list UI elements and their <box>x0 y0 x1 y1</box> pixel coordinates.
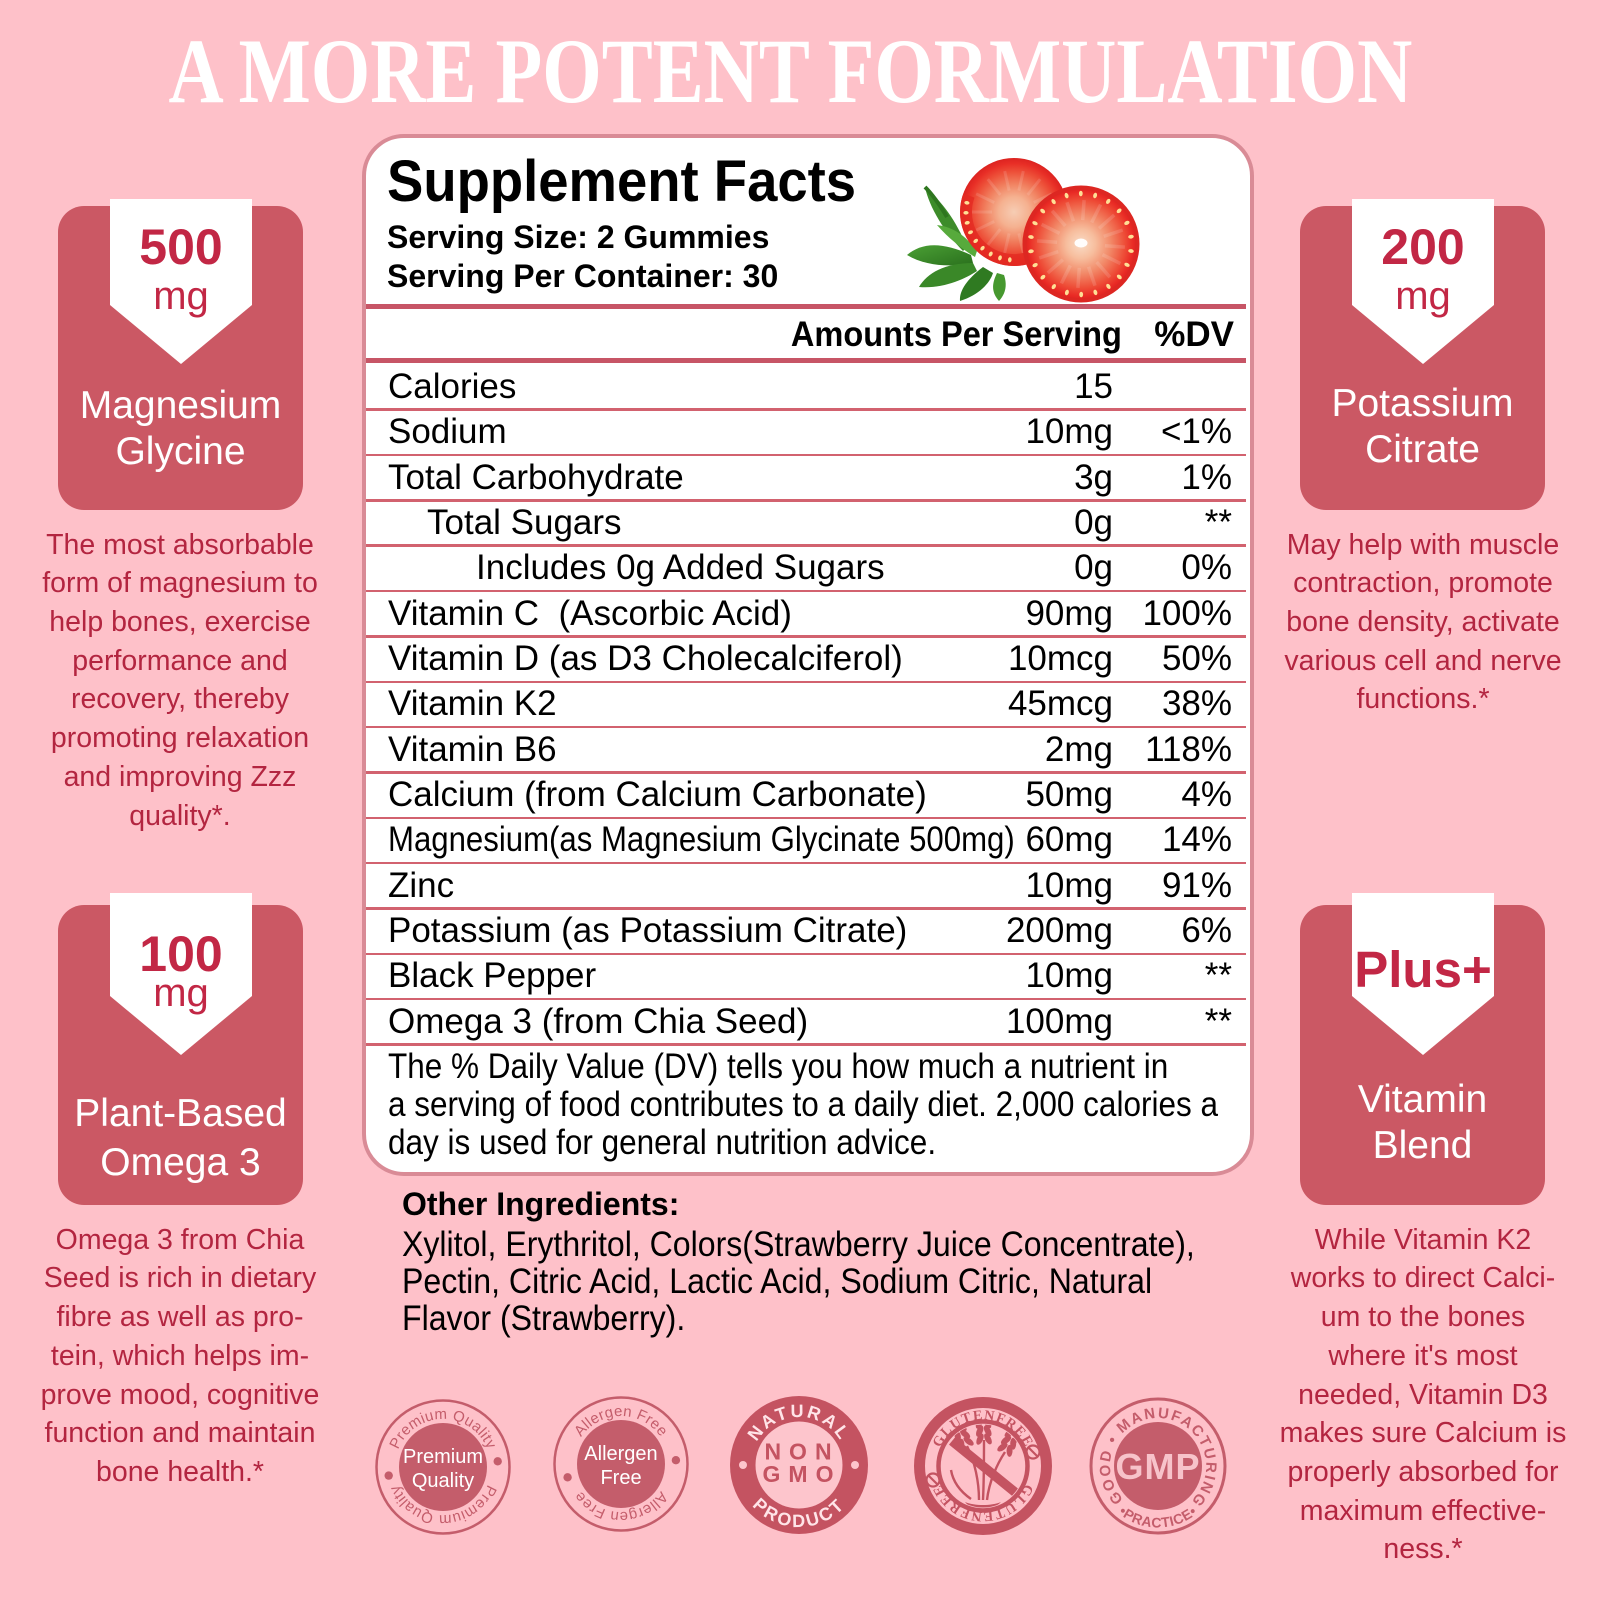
svg-text:NON: NON <box>764 1439 839 1465</box>
svg-text:GMO: GMO <box>763 1461 842 1487</box>
svg-text:Quality: Quality <box>412 1470 474 1492</box>
svg-text:GMP: GMP <box>1115 1446 1200 1487</box>
svg-text:Premium: Premium <box>403 1446 483 1468</box>
svg-text:Allergen: Allergen <box>584 1443 657 1465</box>
svg-text:Free: Free <box>600 1467 641 1489</box>
